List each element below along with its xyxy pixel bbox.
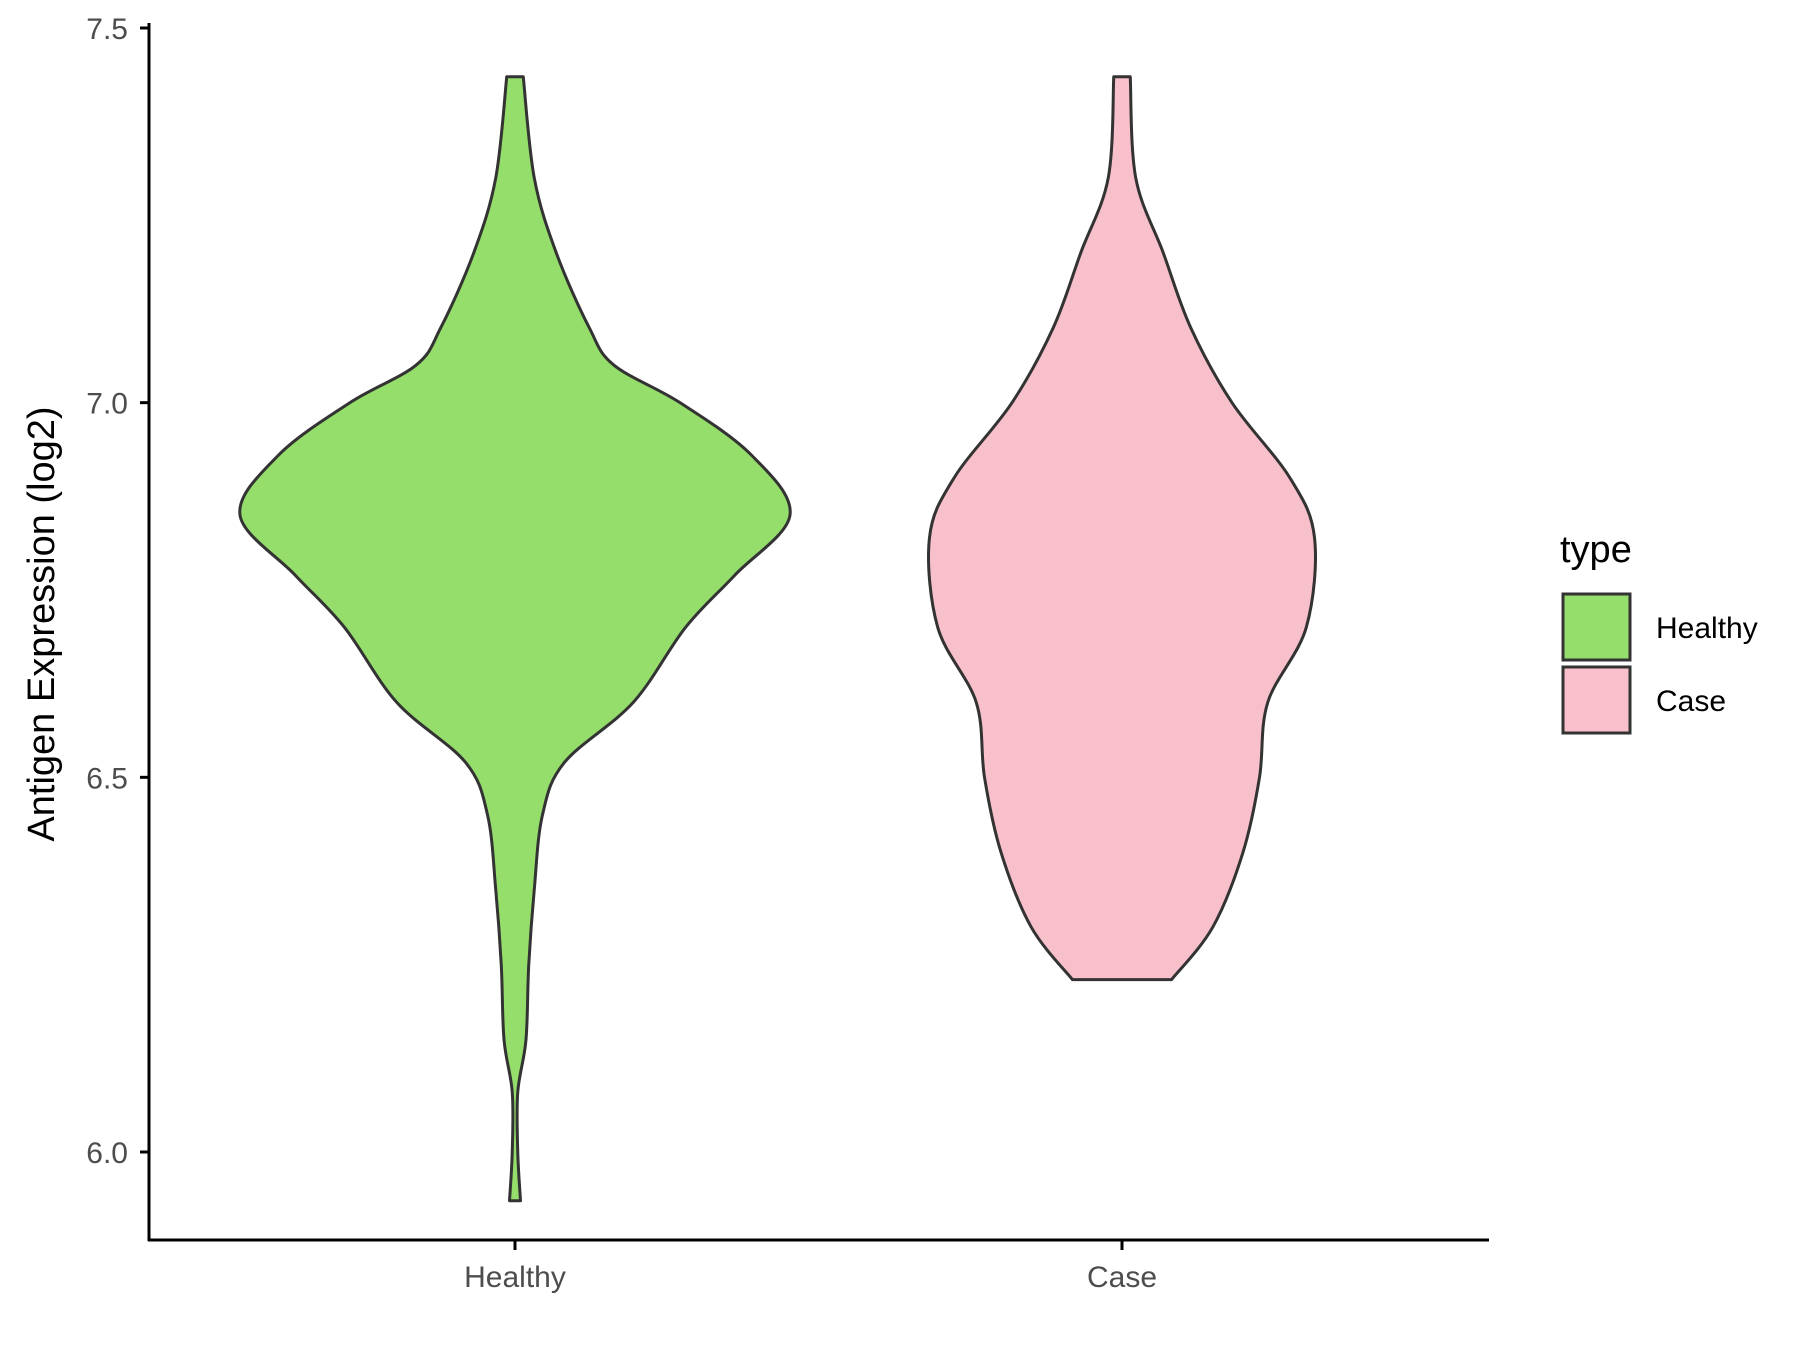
x-tick-label: Case	[1087, 1261, 1157, 1294]
violin-healthy	[238, 75, 792, 1203]
y-axis-title: Antigen Expression (log2)	[21, 406, 63, 841]
plot-area	[238, 75, 1317, 1203]
y-tick-label: 6.0	[86, 1137, 128, 1170]
legend-swatch-case	[1561, 665, 1632, 735]
legend: type Healthy Case	[1560, 529, 1758, 735]
y-tick-label: 7.0	[86, 388, 128, 421]
x-tick-label: Healthy	[464, 1261, 566, 1294]
violin-case	[927, 75, 1317, 982]
legend-title: type	[1560, 529, 1632, 571]
legend-label-case: Case	[1656, 685, 1726, 718]
legend-swatch-healthy	[1561, 592, 1632, 662]
y-tick-label: 6.5	[86, 762, 128, 795]
axes: 6.0 6.5 7.0 7.5 Healthy Case	[86, 13, 1489, 1294]
legend-label-healthy: Healthy	[1656, 612, 1758, 645]
y-tick-label: 7.5	[86, 13, 128, 46]
